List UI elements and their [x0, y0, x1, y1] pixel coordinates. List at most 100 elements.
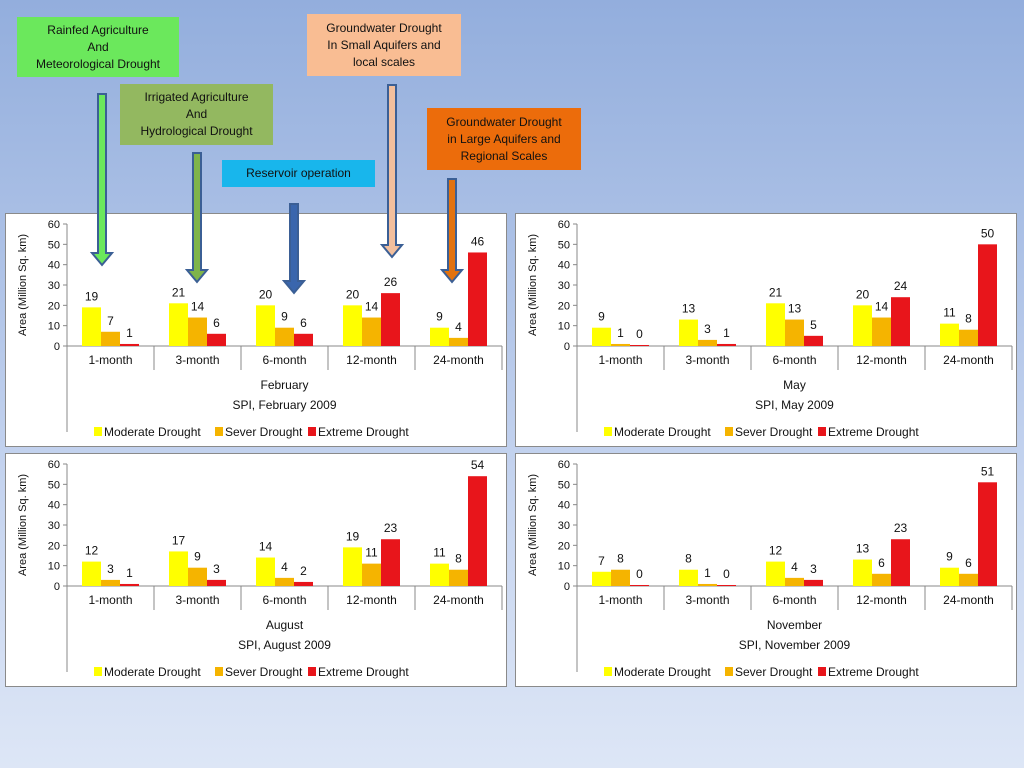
legend-swatch-sever [215, 427, 223, 436]
chart-panel-august: Area (Million Sq. km) 0 10 20 30 40 50 60 12 17 14… [5, 453, 507, 687]
x-category-label: 3-month [175, 353, 219, 367]
y-tick-label: 10 [48, 321, 60, 333]
groundwater-small-aquifers-label: Groundwater Drought In Small Aquifers an… [307, 14, 461, 76]
y-axis-title: Area (Million Sq. km) [527, 234, 539, 336]
bar-moderate-12-month [853, 305, 872, 346]
legend-label-moderate: Moderate Drought [104, 665, 201, 679]
data-label: 1 [126, 566, 133, 580]
data-label: 8 [965, 312, 972, 326]
bar-sever-6-month [275, 577, 294, 586]
bar-extreme-1-month [630, 585, 649, 586]
x-category-label: 1-month [598, 353, 642, 367]
data-label: 5 [810, 318, 817, 332]
bar-sever-1-month [611, 569, 630, 586]
bar-moderate-6-month [766, 303, 785, 346]
data-label: 3 [213, 562, 220, 576]
rainfed-agriculture-label: Rainfed Agriculture And Meteorological D… [17, 17, 179, 77]
bar-moderate-1-month [82, 307, 101, 346]
legend-swatch-sever [725, 427, 733, 436]
bar-sever-6-month [275, 327, 294, 346]
y-tick-label: 40 [48, 500, 60, 512]
x-category-label: 3-month [685, 353, 729, 367]
data-label: 24 [894, 279, 908, 293]
bar-extreme-6-month [294, 333, 313, 346]
bar-sever-1-month [611, 343, 630, 346]
data-label: 14 [191, 300, 205, 314]
y-tick-label: 0 [564, 581, 570, 593]
y-axis-title: Area (Million Sq. km) [17, 474, 29, 576]
month-label: February [260, 378, 308, 392]
data-label: 6 [213, 316, 220, 330]
y-axis-title: Area (Million Sq. km) [17, 234, 29, 336]
data-label: 6 [300, 316, 307, 330]
legend-label-extreme: Extreme Drought [318, 425, 409, 439]
bar-sever-12-month [872, 573, 891, 586]
data-label: 19 [346, 529, 360, 543]
bar-sever-3-month [188, 317, 207, 346]
data-label: 8 [455, 552, 462, 566]
chart-panel-february: Area (Million Sq. km) 0 10 20 30 40 50 60 19 21 20… [5, 213, 507, 447]
x-category-label: 1-month [598, 593, 642, 607]
bar-moderate-12-month [343, 547, 362, 586]
bar-extreme-3-month [207, 579, 226, 586]
data-label: 2 [300, 564, 307, 578]
chart-panel-november: Area (Million Sq. km) 0 10 20 30 40 50 60 7 8 12 13… [515, 453, 1017, 687]
legend-swatch-moderate [94, 427, 102, 436]
x-category-label: 12-month [346, 353, 397, 367]
bar-extreme-6-month [294, 581, 313, 586]
legend-swatch-sever [215, 667, 223, 676]
y-tick-label: 30 [558, 520, 570, 532]
bar-extreme-24-month [978, 244, 997, 346]
bar-sever-24-month [959, 573, 978, 586]
data-label: 19 [85, 289, 99, 303]
data-label: 21 [769, 285, 783, 299]
data-label: 12 [85, 544, 99, 558]
legend-label-extreme: Extreme Drought [318, 665, 409, 679]
y-tick-label: 0 [54, 341, 60, 353]
bar-extreme-3-month [717, 585, 736, 586]
bar-sever-3-month [698, 583, 717, 586]
legend-swatch-moderate [94, 667, 102, 676]
y-tick-label: 50 [48, 479, 60, 491]
data-label: 20 [856, 287, 870, 301]
data-label: 51 [981, 464, 995, 478]
bar-extreme-12-month [381, 293, 400, 346]
x-category-label: 3-month [685, 593, 729, 607]
bar-sever-12-month [362, 317, 381, 346]
y-tick-label: 10 [558, 561, 570, 573]
data-label: 3 [107, 562, 114, 576]
data-label: 3 [810, 562, 817, 576]
y-tick-label: 10 [48, 561, 60, 573]
x-category-label: 6-month [262, 353, 306, 367]
bar-extreme-1-month [120, 343, 139, 346]
data-label: 13 [788, 302, 802, 316]
x-category-label: 24-month [433, 593, 484, 607]
data-label: 20 [346, 287, 360, 301]
legend-label-moderate: Moderate Drought [614, 425, 711, 439]
data-label: 3 [704, 322, 711, 336]
bar-moderate-24-month [940, 323, 959, 346]
x-category-label: 6-month [262, 593, 306, 607]
data-label: 0 [636, 567, 643, 581]
bar-moderate-3-month [679, 319, 698, 346]
bar-sever-3-month [188, 567, 207, 586]
y-tick-label: 20 [558, 540, 570, 552]
x-category-label: 6-month [772, 593, 816, 607]
data-label: 54 [471, 458, 485, 472]
bar-moderate-1-month [592, 571, 611, 586]
y-tick-label: 50 [558, 479, 570, 491]
legend-swatch-moderate [604, 667, 612, 676]
legend-swatch-extreme [818, 427, 826, 436]
legend-swatch-extreme [308, 427, 316, 436]
data-label: 8 [617, 552, 624, 566]
legend-swatch-extreme [308, 667, 316, 676]
data-label: 14 [365, 300, 379, 314]
x-category-label: 24-month [943, 593, 994, 607]
legend-label-moderate: Moderate Drought [104, 425, 201, 439]
y-tick-label: 0 [564, 341, 570, 353]
bar-extreme-24-month [468, 476, 487, 586]
y-tick-label: 40 [558, 260, 570, 272]
data-label: 9 [281, 310, 288, 324]
data-label: 9 [598, 310, 605, 324]
data-label: 11 [433, 546, 446, 560]
